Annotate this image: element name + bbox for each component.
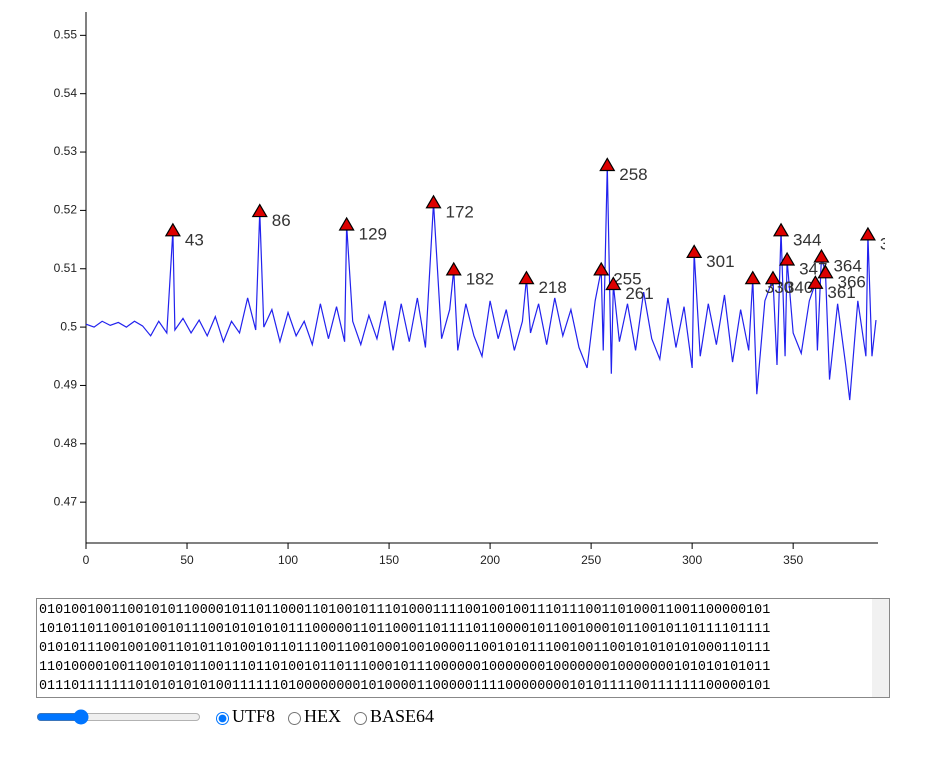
peak-marker bbox=[772, 222, 790, 237]
radio[interactable] bbox=[288, 711, 302, 725]
peak-label: 364 bbox=[833, 257, 861, 276]
peak-marker bbox=[744, 270, 761, 285]
peak-label: 361 bbox=[827, 283, 855, 302]
bits-line: 0111011111110101010101001111110100000000… bbox=[39, 679, 771, 694]
y-tick-label: 0.52 bbox=[54, 203, 78, 217]
peak-marker bbox=[599, 157, 616, 172]
peak-marker bbox=[425, 194, 442, 209]
peak-marker bbox=[859, 226, 876, 241]
bits-line: 1101000010011001010110011101101001011011… bbox=[39, 660, 771, 675]
x-tick-label: 50 bbox=[180, 553, 194, 567]
line-series bbox=[85, 165, 877, 401]
y-tick-label: 0.49 bbox=[54, 378, 78, 392]
x-tick-label: 200 bbox=[480, 553, 500, 567]
encoding-option[interactable]: BASE64 bbox=[349, 706, 434, 727]
peak-label: 344 bbox=[793, 230, 821, 249]
peak-label: 172 bbox=[446, 202, 474, 221]
y-tick-label: 0.5 bbox=[60, 319, 77, 333]
peak-label: 340 bbox=[785, 278, 813, 297]
x-tick-label: 350 bbox=[783, 553, 803, 567]
peak-marker bbox=[338, 216, 355, 231]
peak-label: 366 bbox=[837, 272, 865, 291]
peak-label: 258 bbox=[619, 165, 647, 184]
peak-label: 261 bbox=[625, 284, 653, 303]
peak-marker bbox=[251, 203, 268, 218]
peak-label: 182 bbox=[466, 269, 494, 288]
y-tick-label: 0.54 bbox=[54, 86, 78, 100]
peak-label: 86 bbox=[272, 211, 291, 230]
peak-marker bbox=[817, 264, 834, 279]
bits-line: 0101001001100101011000010110110001101001… bbox=[39, 603, 771, 618]
x-tick-label: 250 bbox=[581, 553, 601, 567]
y-tick-label: 0.55 bbox=[54, 28, 78, 42]
peak-marker bbox=[807, 275, 824, 289]
chart: 0.47 0.48 0.49 0.5 0.51 0.52 0.53 0.54 0.55 0 50 10… bbox=[54, 12, 908, 567]
peak-marker bbox=[518, 270, 535, 285]
bits-textarea[interactable]: 0101001001100101011000010110110001101001… bbox=[36, 598, 890, 698]
peak-marker bbox=[779, 251, 796, 266]
peak-label: 301 bbox=[706, 252, 734, 271]
radio-label: HEX bbox=[304, 706, 342, 726]
x-tick-label: 150 bbox=[379, 553, 399, 567]
peak-marker bbox=[686, 244, 703, 259]
x-tick-label: 300 bbox=[682, 553, 702, 567]
peak-label: 387 bbox=[880, 234, 885, 253]
peak-label: 43 bbox=[185, 230, 204, 249]
peak-label: 129 bbox=[359, 224, 387, 243]
radio[interactable] bbox=[216, 711, 229, 725]
encoding-option[interactable]: UTF8 bbox=[211, 706, 275, 727]
peak-marker bbox=[764, 270, 782, 285]
slider[interactable] bbox=[36, 708, 201, 725]
peak-marker bbox=[445, 261, 462, 276]
peak-marker bbox=[605, 276, 622, 291]
radio-label: UTF8 bbox=[232, 706, 276, 726]
peak-label: 218 bbox=[538, 278, 566, 297]
peak-marker bbox=[164, 222, 181, 237]
scrollbar[interactable] bbox=[872, 599, 889, 697]
peak-label: 255 bbox=[613, 269, 641, 288]
bits-line: 0101011100100100110101101001011011100110… bbox=[39, 641, 771, 656]
x-tick-label: 100 bbox=[278, 553, 298, 567]
y-tick-label: 0.53 bbox=[54, 144, 78, 158]
peak-marker bbox=[813, 248, 830, 263]
radio[interactable] bbox=[354, 711, 368, 725]
y-tick-label: 0.47 bbox=[54, 494, 78, 508]
x-tick-label: 0 bbox=[83, 553, 90, 567]
y-tick-label: 0.48 bbox=[54, 436, 78, 450]
peak-marker bbox=[593, 261, 610, 276]
radio-label: BASE64 bbox=[370, 706, 435, 726]
y-tick-label: 0.51 bbox=[54, 261, 78, 275]
bits-line: 1010110110010100101110010101010111000001… bbox=[39, 622, 771, 637]
controls: UTF8 HEX BASE64 bbox=[36, 706, 442, 727]
encoding-option[interactable]: HEX bbox=[283, 706, 341, 727]
